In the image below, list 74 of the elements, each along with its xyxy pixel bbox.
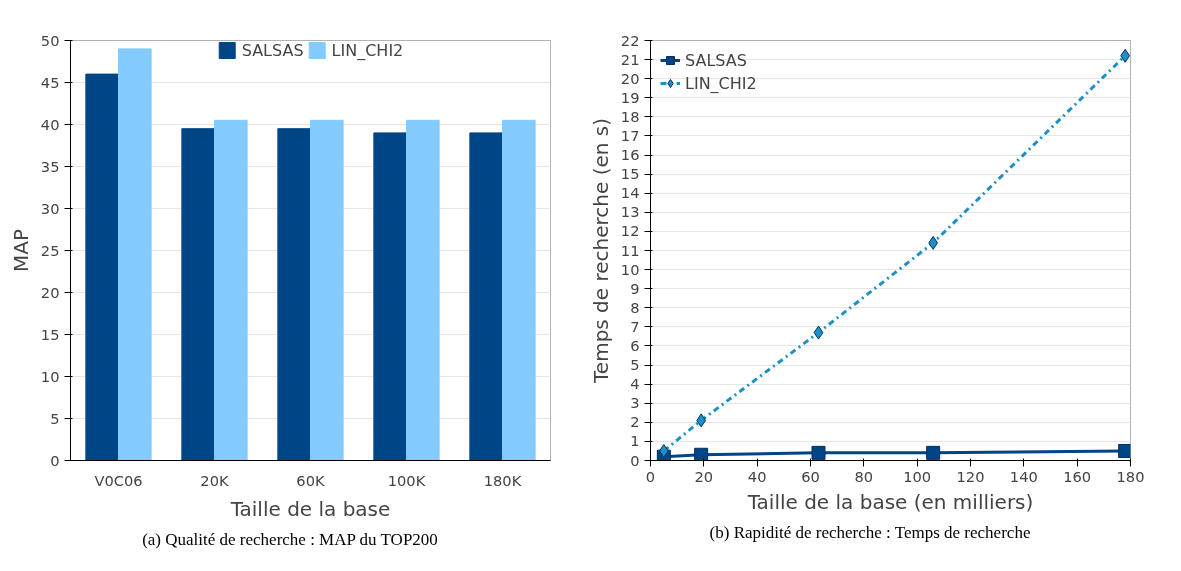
y-tick-label: 4 — [630, 375, 640, 393]
legend-label: SALSAS — [241, 40, 304, 60]
legend-label: LIN_CHI2 — [685, 73, 757, 93]
bar — [181, 128, 215, 461]
y-tick-label: 21 — [620, 50, 640, 68]
y-tick-label: 15 — [620, 165, 640, 183]
text: (a) Qualité de recherche : MAP du TOP200 — [142, 529, 438, 551]
y-tick-label: 30 — [40, 199, 60, 217]
y-tick-label: 15 — [40, 325, 60, 343]
y-tick-label: 6 — [630, 336, 640, 354]
x-tick-label: 120 — [956, 467, 985, 485]
bar — [469, 132, 503, 461]
y-tick-label: 20 — [40, 283, 60, 301]
y-tick-label: 0 — [50, 451, 60, 469]
y-tick-label: 12 — [620, 222, 640, 240]
bar — [502, 119, 536, 461]
x-tick-label: 180 — [1116, 467, 1145, 485]
y-tick-label: 18 — [620, 107, 640, 125]
x-tick-label: V0C06 — [94, 471, 143, 489]
y-tick-label: 10 — [40, 367, 60, 385]
x-tick-label: 160 — [1063, 467, 1092, 485]
x-tick-label: 0 — [645, 467, 656, 485]
y-tick-label: 11 — [620, 241, 640, 259]
x-axis-title: Taille de la base — [229, 496, 391, 521]
x-tick-label: 60K — [296, 471, 326, 489]
y-tick-label: 9 — [630, 279, 640, 297]
x-tick-label: 20 — [694, 467, 714, 485]
x-tick-label: 20K — [200, 471, 230, 489]
x-tick-label: 180K — [483, 471, 522, 489]
y-tick-label: 40 — [40, 115, 60, 133]
y-tick-label: 13 — [620, 203, 640, 221]
bar — [214, 119, 248, 461]
y-tick-label: 25 — [40, 241, 60, 259]
y-tick-label: 0 — [630, 451, 640, 469]
point — [811, 445, 826, 460]
point — [1118, 443, 1131, 458]
x-tick-label: 140 — [1009, 467, 1038, 485]
text: (b) Rapidité de recherche : Temps de recherche — [709, 522, 1031, 544]
bar — [85, 73, 119, 461]
x-tick-label: 40 — [747, 467, 767, 485]
y-tick-label: 5 — [50, 409, 60, 427]
legend-label: SALSAS — [685, 50, 747, 70]
y-tick-label: 3 — [630, 394, 640, 412]
y-axis-title: Temps de recherche (en s) — [588, 118, 613, 384]
y-tick-label: 14 — [620, 184, 640, 202]
bar — [277, 128, 311, 461]
bar — [118, 48, 152, 461]
x-tick-label: 100 — [903, 467, 932, 485]
y-tick-label: 8 — [630, 298, 640, 316]
y-tick-label: 16 — [620, 146, 640, 164]
y-tick-label: 19 — [620, 88, 640, 106]
x-axis-title: Taille de la base (en milliers) — [746, 489, 1034, 514]
legend-label: LIN_CHI2 — [331, 40, 404, 60]
y-axis-title: MAP — [8, 229, 33, 272]
point — [694, 447, 709, 461]
x-tick-label: 100K — [387, 471, 426, 489]
y-tick-label: 7 — [630, 317, 640, 335]
y-tick-label: 1 — [630, 432, 640, 450]
x-tick-label: 80 — [854, 467, 874, 485]
y-tick-label: 45 — [40, 73, 60, 91]
point — [813, 325, 824, 340]
bar — [373, 132, 407, 461]
point — [926, 445, 941, 460]
y-tick-label: 5 — [630, 356, 640, 374]
y-tick-label: 10 — [620, 260, 640, 278]
y-tick-label: 50 — [40, 31, 60, 49]
y-tick-label: 17 — [620, 126, 640, 144]
y-tick-label: 35 — [40, 157, 60, 175]
y-tick-label: 22 — [620, 31, 640, 49]
x-tick-label: 60 — [801, 467, 820, 485]
y-tick-label: 20 — [620, 69, 640, 87]
y-tick-label: 2 — [630, 413, 640, 431]
bar — [310, 119, 344, 461]
bar — [406, 119, 440, 461]
